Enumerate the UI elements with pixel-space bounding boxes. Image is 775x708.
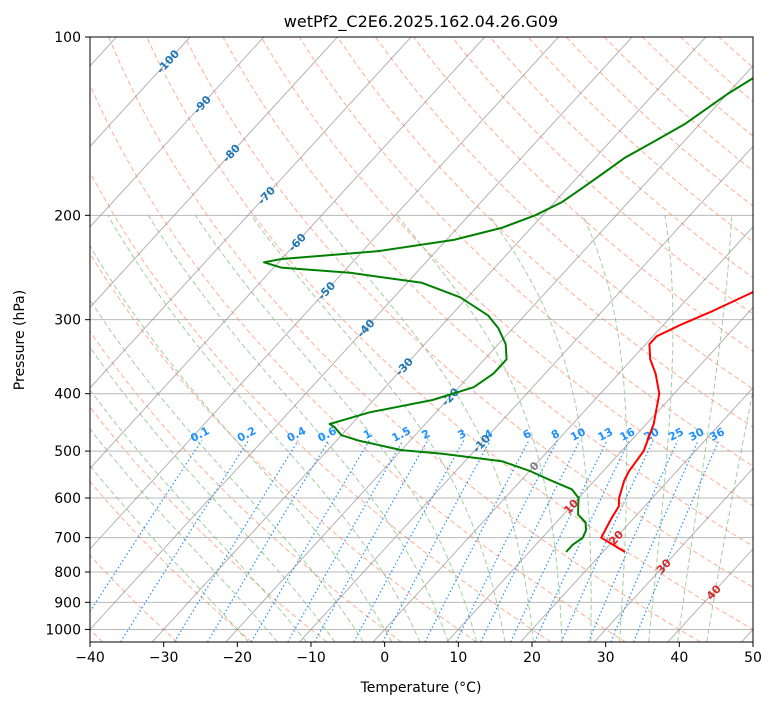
plot-area: 0.1 0.2 0.4 0.6 1 1.5 2 3 4 6 8 10 13 16 20 25 30 36-100-… <box>90 37 753 642</box>
x-tick-label: −20 <box>223 650 253 666</box>
isotherm-line <box>372 226 753 642</box>
moist-adiabat <box>147 215 449 642</box>
y-tick-label: 500 <box>54 444 81 460</box>
mixing-ratio-line <box>610 440 699 642</box>
isotherm-line <box>90 37 191 148</box>
isotherm-line <box>90 37 559 550</box>
dry-adiabat <box>90 171 552 642</box>
x-tick-label: 20 <box>523 650 541 666</box>
y-axis-ticks: 100 200 300 400 500 600 700 800 900 1000 <box>45 30 90 638</box>
isotherm-line <box>90 37 412 389</box>
moist-adiabat <box>396 214 563 642</box>
y-tick-label: 800 <box>54 565 81 581</box>
mixing-ratio-line <box>560 440 654 642</box>
mixing-ratio-line <box>587 440 679 642</box>
temperature-profile <box>600 290 753 553</box>
moist-adiabat <box>317 214 534 642</box>
y-axis-label: Pressure (hPa) <box>12 290 28 390</box>
mixing-ratio-line <box>633 440 720 642</box>
moist-adiabat <box>677 215 733 642</box>
mixing-ratio-line <box>455 440 558 642</box>
moist-adiabat <box>90 244 393 642</box>
moist-adiabat <box>107 215 421 642</box>
moist-adiabat <box>488 215 592 642</box>
moist-adiabat <box>194 215 478 642</box>
mixing-ratio-line <box>173 440 299 642</box>
dewpoint-profile <box>262 76 753 553</box>
x-axis-ticks: −40 −30 −20 −10 0 10 20 30 40 50 <box>75 642 762 666</box>
y-tick-label: 400 <box>54 387 81 403</box>
x-tick-label: 50 <box>744 650 762 666</box>
isotherm-line <box>90 37 338 309</box>
y-tick-label: 1000 <box>45 622 81 638</box>
moist-adiabat <box>250 215 506 642</box>
x-tick-label: 40 <box>670 650 688 666</box>
isotherm-line <box>520 387 753 642</box>
moist-adiabat <box>582 215 628 642</box>
isotherm-grid <box>90 37 753 642</box>
x-tick-label: 10 <box>449 650 467 666</box>
mixing-ratio-label: 20 <box>642 425 662 444</box>
moist-adiabat <box>90 428 278 642</box>
y-tick-label: 600 <box>54 491 81 507</box>
dry-adiabat <box>108 37 701 642</box>
isotherm-line <box>151 37 707 642</box>
moist-adiabats <box>90 214 753 642</box>
x-tick-label: −40 <box>75 650 105 666</box>
mixing-ratio-label: 30 <box>687 425 707 444</box>
x-tick-label: −10 <box>296 650 326 666</box>
isotherm-line <box>90 37 486 470</box>
chart-title: wetPf2_C2E6.2025.162.04.26.G09 <box>284 12 558 32</box>
dry-adiabat <box>260 37 753 507</box>
moist-adiabat <box>90 464 250 642</box>
moist-adiabat <box>90 299 364 642</box>
isotherm-line <box>90 37 265 228</box>
mixing-ratio-label: 25 <box>666 425 686 444</box>
sounding-series <box>262 76 753 553</box>
isobar-grid <box>90 37 753 630</box>
moist-adiabat <box>90 346 336 642</box>
moist-adiabat <box>648 215 674 642</box>
mixing-ratio-line <box>120 440 249 642</box>
mixing-ratio-line <box>314 440 429 642</box>
dry-adiabat <box>146 37 753 630</box>
moist-adiabat <box>90 389 307 642</box>
x-tick-label: −30 <box>149 650 179 666</box>
isotherm-line <box>446 306 753 642</box>
mixing-ratio-lines <box>90 440 720 642</box>
x-tick-label: 0 <box>380 650 389 666</box>
mixing-ratio-label: 10 <box>568 425 588 444</box>
mixing-ratio-line <box>206 440 330 642</box>
x-tick-label: 30 <box>597 650 615 666</box>
mixing-ratio-label: 36 <box>707 425 727 444</box>
mixing-ratio-line <box>480 440 581 642</box>
isotherm-line <box>90 37 633 631</box>
y-tick-label: 300 <box>54 313 81 329</box>
mixing-ratio-label: 16 <box>618 425 638 444</box>
y-tick-label: 900 <box>54 595 81 611</box>
dry-adiabat <box>184 37 753 588</box>
y-tick-label: 700 <box>54 531 81 547</box>
isotherm-line <box>299 145 753 642</box>
isotherm-line <box>593 467 753 642</box>
y-tick-label: 200 <box>54 208 81 224</box>
mixing-ratio-line <box>250 440 370 642</box>
dry-adiabat <box>413 37 753 352</box>
axes-frame <box>89 36 754 643</box>
dry-adiabat <box>298 37 753 467</box>
mixing-ratio-label: 13 <box>596 425 616 444</box>
x-axis-label: Temperature (°C) <box>360 680 482 696</box>
y-tick-label: 100 <box>54 30 81 46</box>
mixing-ratio-line <box>353 440 465 642</box>
mixing-ratio-line <box>90 440 203 613</box>
dry-adiabat <box>375 37 753 390</box>
